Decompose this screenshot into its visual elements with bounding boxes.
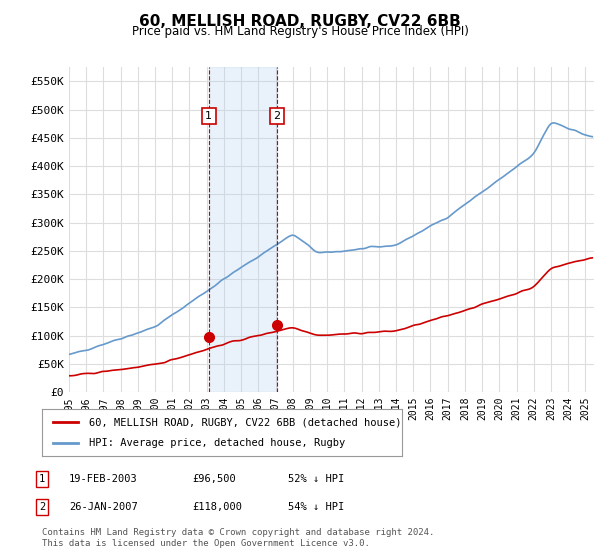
- Text: Price paid vs. HM Land Registry's House Price Index (HPI): Price paid vs. HM Land Registry's House …: [131, 25, 469, 38]
- Text: 60, MELLISH ROAD, RUGBY, CV22 6BB (detached house): 60, MELLISH ROAD, RUGBY, CV22 6BB (detac…: [89, 417, 401, 427]
- Text: 52% ↓ HPI: 52% ↓ HPI: [288, 474, 344, 484]
- Text: £96,500: £96,500: [192, 474, 236, 484]
- Text: 26-JAN-2007: 26-JAN-2007: [69, 502, 138, 512]
- Text: 54% ↓ HPI: 54% ↓ HPI: [288, 502, 344, 512]
- Text: 2: 2: [273, 111, 280, 121]
- Text: 60, MELLISH ROAD, RUGBY, CV22 6BB: 60, MELLISH ROAD, RUGBY, CV22 6BB: [139, 14, 461, 29]
- Text: 2: 2: [39, 502, 45, 512]
- Text: £118,000: £118,000: [192, 502, 242, 512]
- Text: 1: 1: [39, 474, 45, 484]
- Text: 19-FEB-2003: 19-FEB-2003: [69, 474, 138, 484]
- Text: 1: 1: [205, 111, 212, 121]
- Bar: [209, 67, 277, 392]
- Text: HPI: Average price, detached house, Rugby: HPI: Average price, detached house, Rugb…: [89, 438, 345, 448]
- Text: Contains HM Land Registry data © Crown copyright and database right 2024.
This d: Contains HM Land Registry data © Crown c…: [42, 528, 434, 548]
